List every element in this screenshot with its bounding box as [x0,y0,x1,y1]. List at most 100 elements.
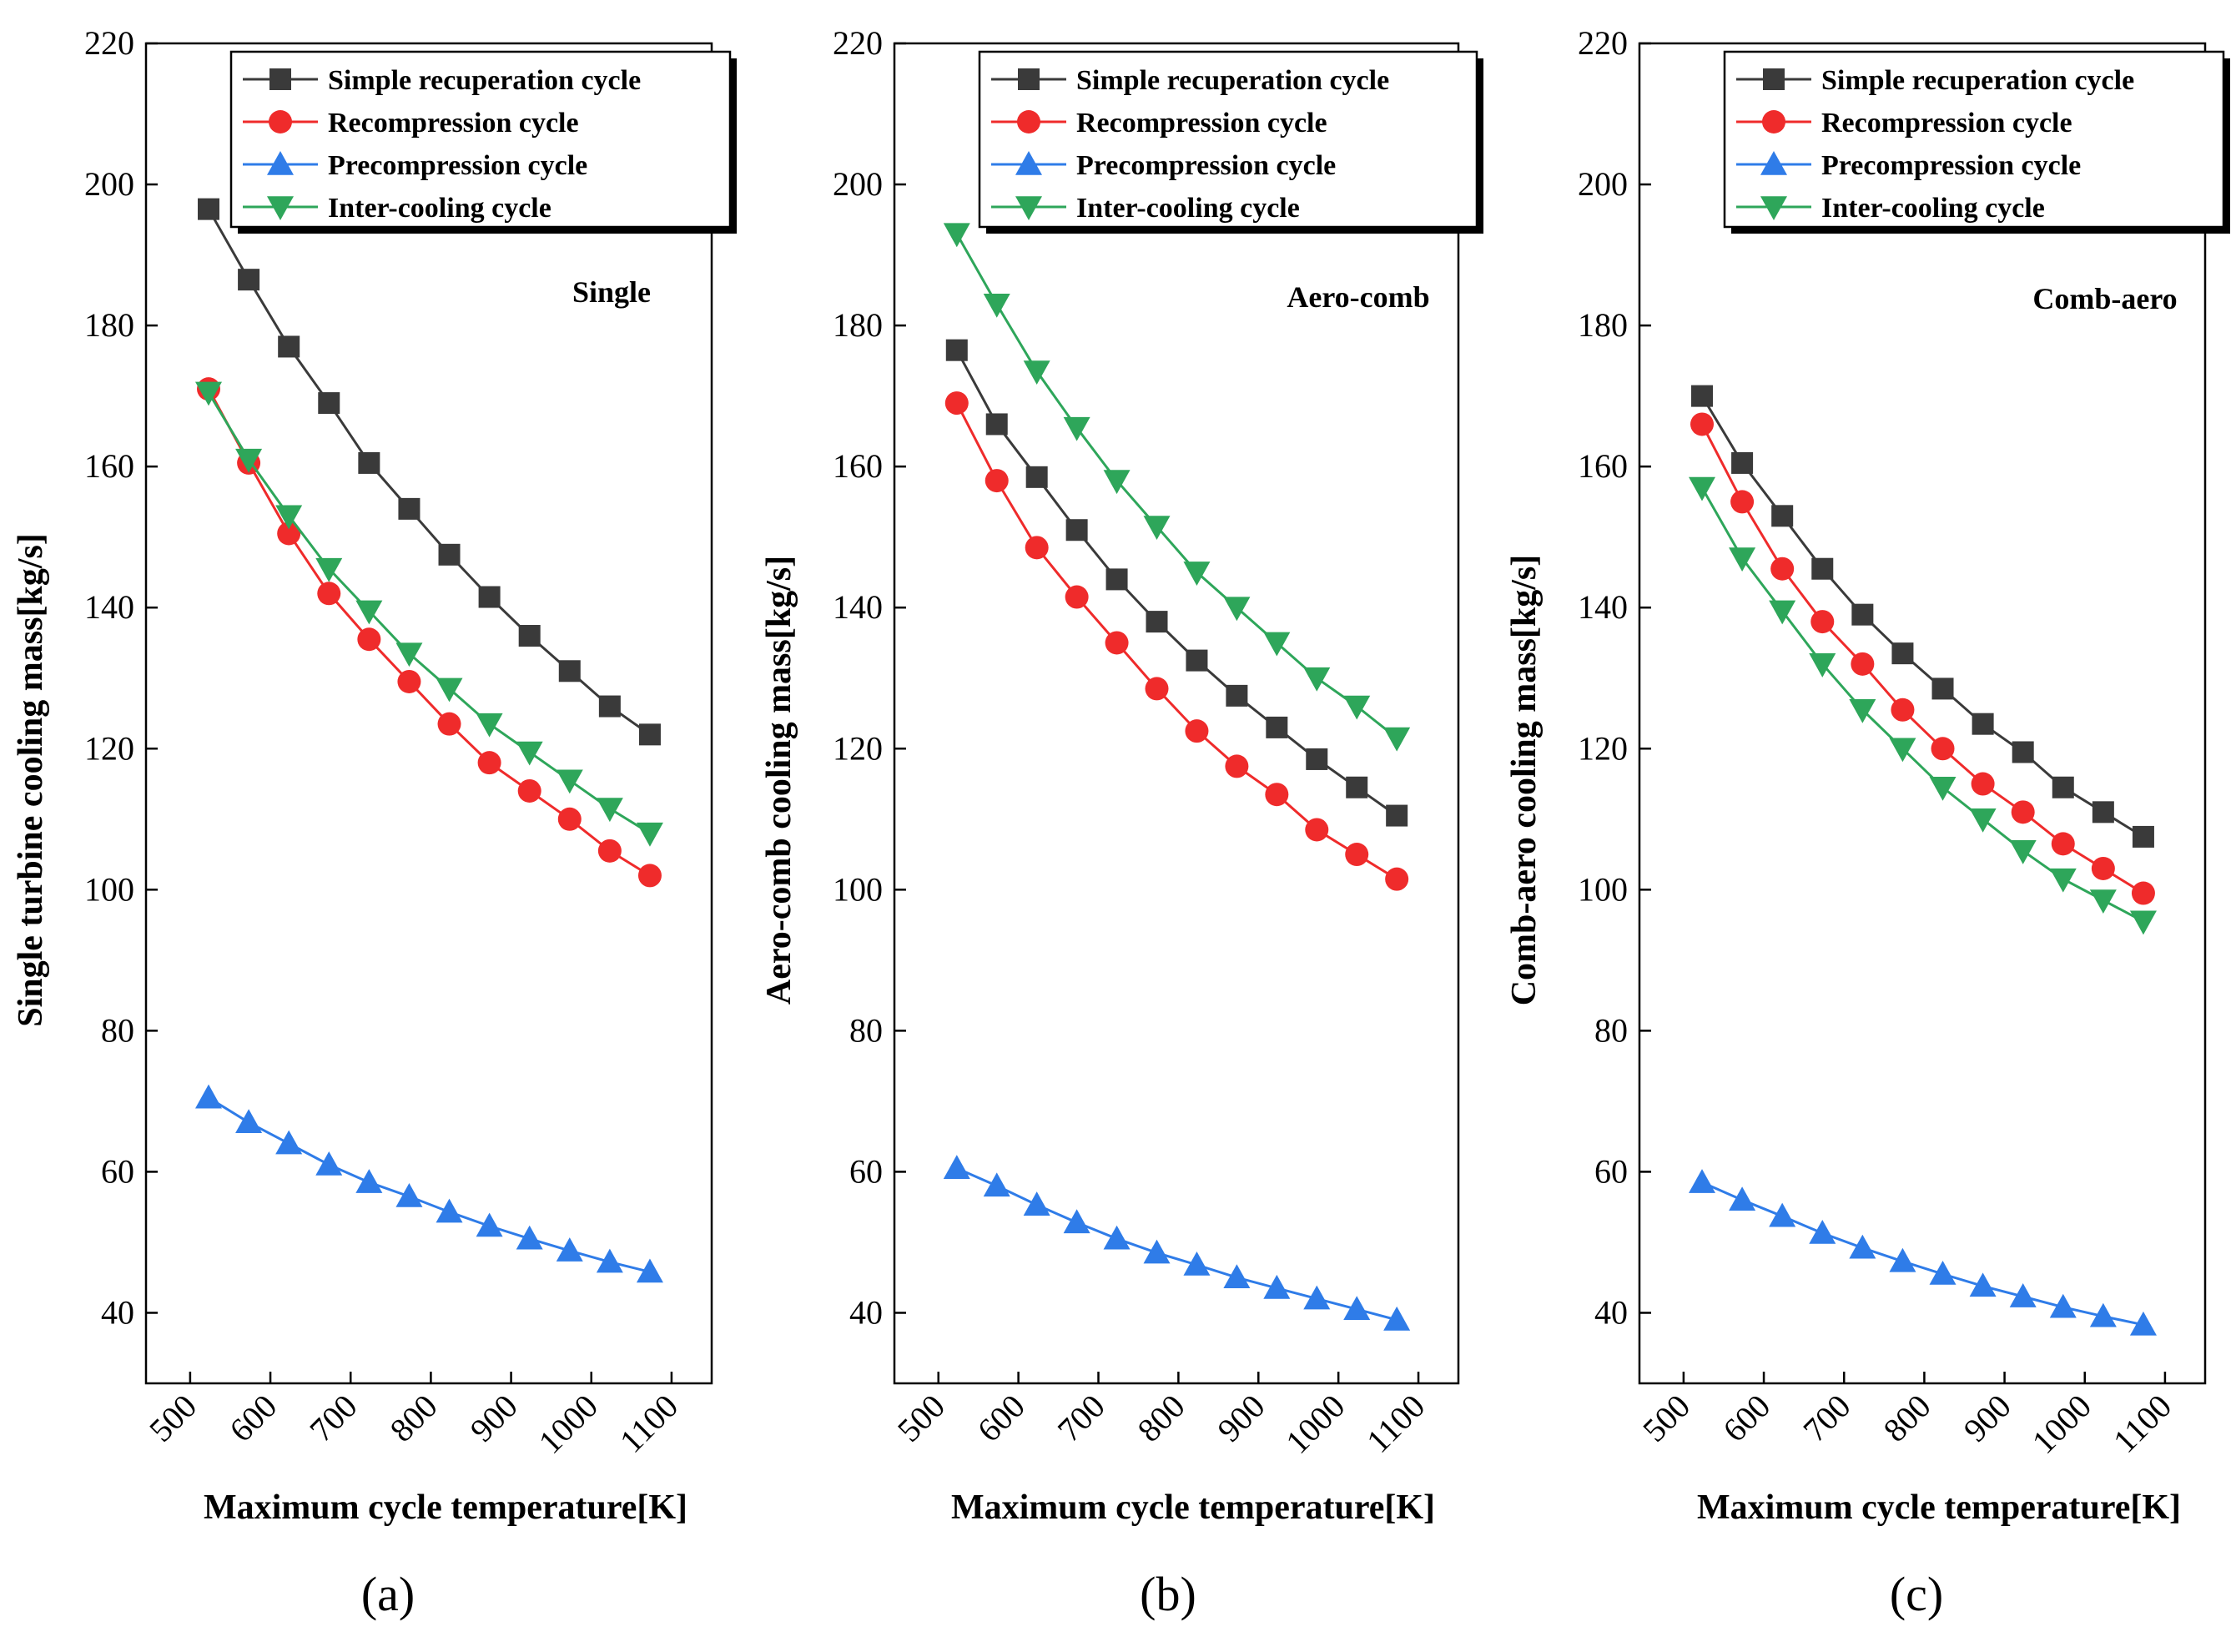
legend-label-precompression: Precompression cycle [328,150,587,181]
data-point-recompression [1810,610,1835,634]
data-point-precompression [1769,1202,1796,1227]
data-point-intercooling [1223,597,1251,622]
y-tick-label: 220 [1578,24,1628,62]
data-point-recompression [277,521,301,546]
series-line-simple [955,349,1398,817]
data-point-recompression [2011,800,2035,824]
y-tick-label: 220 [84,24,134,62]
data-point-recompression [1891,698,1915,722]
data-point-intercooling [556,769,583,794]
data-point-simple [1386,804,1408,827]
y-tick-label: 200 [1578,165,1628,203]
data-point-intercooling [1143,516,1171,541]
data-point-intercooling [1263,632,1291,657]
legend-marker-intercooling [1760,196,1787,220]
series-line-intercooling [207,391,651,834]
panel-label: (a) [361,1567,415,1621]
legend-marker-simple [1763,68,1785,90]
data-point-recompression [1770,557,1795,581]
legend-label-recompression: Recompression cycle [1076,108,1327,139]
legend-label-simple: Simple recuperation cycle [1076,65,1389,96]
data-point-intercooling [2009,840,2037,864]
x-tick-label: 1000 [1278,1388,1352,1461]
data-point-precompression [1809,1219,1836,1244]
data-point-intercooling [395,642,423,667]
data-point-intercooling [1969,808,1997,833]
data-point-recompression [985,469,1009,493]
data-point-simple [278,335,300,358]
data-point-simple [1226,684,1248,707]
data-point-recompression [1971,772,1995,796]
data-point-intercooling [596,798,623,823]
legend-box [978,50,1478,229]
data-point-recompression [1931,737,1955,761]
data-point-simple [518,625,541,647]
x-tick-label: 1100 [2106,1388,2178,1460]
data-point-recompression [597,839,622,863]
data-point-intercooling [1809,653,1836,677]
y-tick-label: 160 [84,447,134,485]
data-point-recompression [2131,881,2155,905]
data-point-precompression [596,1248,623,1273]
legend-label-intercooling: Inter-cooling cycle [1076,193,1300,224]
data-point-recompression [1851,652,1875,676]
y-tick-label: 180 [1578,306,1628,344]
data-point-simple [985,413,1008,436]
panel-annotation: Aero-comb [1287,280,1429,314]
data-point-precompression [1383,1306,1411,1331]
data-point-simple [1851,603,1874,626]
y-tick-label: 160 [1578,447,1628,485]
data-point-precompression [2089,1302,2117,1327]
data-point-simple [358,451,380,474]
data-point-recompression [1690,412,1715,436]
data-point-simple [1891,642,1914,665]
y-tick-label: 220 [833,24,883,62]
data-point-recompression [1265,783,1289,807]
data-point-precompression [315,1151,343,1176]
data-point-precompression [436,1198,463,1223]
series-recompression [1690,412,2155,905]
data-point-intercooling [983,293,1010,318]
y-tick-label: 60 [849,1152,883,1190]
data-point-intercooling [1729,547,1756,572]
x-tick-label: 1000 [2025,1388,2098,1461]
series-precompression [195,1084,663,1283]
legend-marker-intercooling [267,196,294,220]
data-point-recompression [1105,631,1129,655]
data-point-intercooling [235,448,263,473]
data-point-intercooling [636,822,663,847]
plot-frame [893,42,1460,1385]
data-point-recompression [2091,856,2115,880]
series-line-precompression [956,1166,1398,1322]
y-tick-label: 40 [1594,1293,1628,1331]
legend-box [1723,50,2225,229]
x-tick-label: 500 [890,1388,952,1449]
legend-marker-precompression [1760,151,1787,175]
x-tick-label: 900 [1210,1388,1272,1449]
data-point-simple [1931,677,1954,700]
x-tick-label: 700 [302,1388,364,1449]
x-axis-title: Maximum cycle temperature[K] [204,1488,687,1527]
legend-label-recompression: Recompression cycle [328,108,579,139]
data-point-precompression [1689,1169,1716,1193]
y-tick-label: 200 [833,165,883,203]
data-point-simple [558,660,581,682]
series-precompression [1689,1169,2157,1336]
x-tick-label: 700 [1050,1388,1112,1449]
data-point-recompression [1385,867,1409,891]
data-point-recompression [557,807,582,831]
data-point-intercooling [943,223,970,248]
legend-label-simple: Simple recuperation cycle [328,65,641,96]
y-tick-label: 80 [849,1011,883,1049]
data-point-precompression [1969,1272,1997,1297]
data-point-intercooling [315,557,343,582]
data-point-intercooling [355,600,383,625]
x-tick-label: 1000 [531,1388,605,1461]
data-point-simple [1972,713,1994,735]
legend-label-precompression: Precompression cycle [1821,150,2081,181]
y-axis-title: Single turbine cooling mass[kg/s] [12,533,50,1027]
series-line-intercooling [1700,486,2144,923]
data-point-simple [1771,505,1794,527]
data-point-simple [1266,716,1288,738]
